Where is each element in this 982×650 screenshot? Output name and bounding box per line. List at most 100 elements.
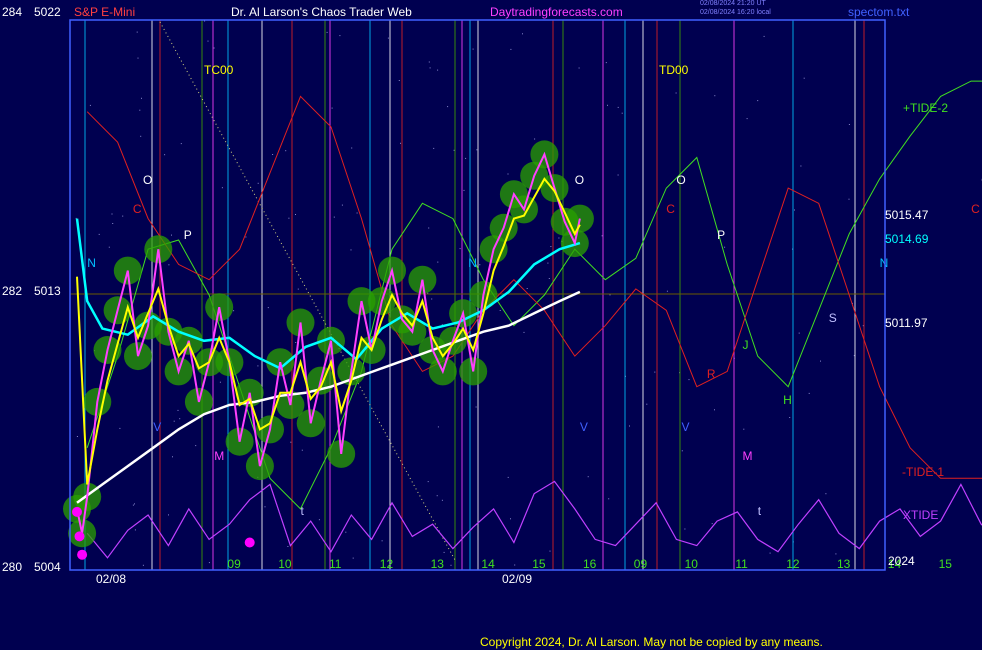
timestamp-ut: 02/08/2024 21:20 UT bbox=[700, 0, 766, 7]
star-dot bbox=[853, 355, 855, 357]
star-dot bbox=[341, 204, 343, 206]
star-dot bbox=[526, 288, 528, 289]
star-dot bbox=[433, 147, 435, 149]
star-dot bbox=[798, 332, 800, 334]
star-dot bbox=[428, 227, 430, 229]
star-dot bbox=[607, 104, 608, 106]
star-dot bbox=[140, 135, 142, 137]
ma-slow-line bbox=[76, 290, 581, 504]
marker-label: M bbox=[743, 449, 753, 463]
star-dot bbox=[510, 48, 512, 50]
star-dot bbox=[675, 92, 677, 94]
star-dot bbox=[825, 493, 827, 495]
axis-mid-b: 5013 bbox=[34, 284, 61, 298]
x-tick-label: 15 bbox=[532, 557, 546, 571]
x-tick-label: 09 bbox=[634, 557, 648, 571]
x-tick-label: 09 bbox=[227, 557, 241, 571]
star-dot bbox=[429, 67, 431, 69]
star-dot bbox=[134, 503, 135, 505]
star-dot bbox=[654, 371, 656, 373]
star-dot bbox=[714, 409, 715, 411]
star-dot bbox=[450, 564, 452, 566]
star-dot bbox=[472, 48, 474, 50]
star-dot bbox=[475, 406, 477, 408]
star-dot bbox=[548, 278, 550, 279]
star-dot bbox=[608, 498, 610, 500]
x-tick-label: 14 bbox=[481, 557, 495, 571]
star-dot bbox=[479, 264, 481, 266]
cycle-marker-label: TD00 bbox=[659, 63, 689, 77]
star-dot bbox=[132, 504, 134, 506]
marker-label: O bbox=[676, 173, 685, 187]
file-label: spectom.txt bbox=[848, 5, 910, 19]
marker-label: C bbox=[971, 202, 980, 216]
marker-label: S bbox=[829, 311, 837, 325]
x-tick-labels: 09101112131415160910111213141516 bbox=[227, 557, 952, 571]
star-dot bbox=[808, 392, 810, 394]
plot-frame bbox=[69, 19, 886, 571]
site-link[interactable]: Daytradingforecasts.com bbox=[490, 5, 623, 19]
star-dot bbox=[400, 142, 401, 144]
star-dot bbox=[437, 426, 439, 428]
star-dot bbox=[98, 233, 100, 235]
star-dot bbox=[141, 97, 142, 99]
symbol-label: S&P E-Mini bbox=[74, 5, 136, 19]
chart-title: Dr. Al Larson's Chaos Trader Web bbox=[231, 5, 412, 19]
marker-label: N bbox=[468, 256, 477, 270]
star-dot bbox=[297, 288, 299, 290]
star-dot bbox=[447, 106, 449, 108]
star-dot bbox=[666, 290, 668, 292]
star-dot bbox=[459, 248, 461, 250]
star-dot bbox=[646, 403, 648, 405]
star-dot bbox=[350, 249, 352, 251]
low-dot bbox=[74, 531, 85, 542]
star-dot bbox=[112, 223, 114, 224]
star-dot bbox=[267, 307, 269, 309]
marker-label: t bbox=[301, 504, 305, 518]
star-dot bbox=[352, 557, 354, 559]
star-dot bbox=[219, 381, 221, 383]
star-dot bbox=[522, 33, 523, 35]
star-dot bbox=[507, 173, 509, 175]
marker-label: V bbox=[153, 420, 161, 434]
star-dot bbox=[499, 310, 501, 311]
marker-label: M bbox=[214, 449, 224, 463]
star-dot bbox=[387, 37, 389, 39]
x-tick-label: 13 bbox=[431, 557, 445, 571]
series-lines bbox=[72, 151, 581, 560]
star-dot bbox=[295, 342, 297, 343]
star-dot bbox=[179, 418, 181, 420]
price-line bbox=[76, 151, 581, 534]
star-dot bbox=[820, 360, 821, 362]
star-dot bbox=[257, 182, 259, 184]
star-dot bbox=[287, 546, 289, 547]
star-dot bbox=[465, 157, 467, 159]
star-dot bbox=[295, 214, 296, 215]
x-tick-label: 11 bbox=[329, 557, 342, 571]
star-dot bbox=[523, 331, 525, 333]
star-dot bbox=[746, 118, 748, 120]
star-dot bbox=[326, 31, 328, 33]
low-dot bbox=[244, 537, 255, 548]
star-dot bbox=[134, 529, 136, 531]
star-dot bbox=[463, 189, 465, 191]
marker-label: O bbox=[575, 173, 584, 187]
star-dot bbox=[476, 149, 478, 151]
marker-label: V bbox=[682, 420, 690, 434]
star-dot bbox=[862, 325, 864, 327]
marker-label: N bbox=[880, 256, 889, 270]
star-dot bbox=[427, 292, 429, 294]
star-dot bbox=[233, 310, 235, 312]
axis-top-b: 5022 bbox=[34, 5, 61, 19]
price-label-3: 5011.97 bbox=[885, 316, 928, 330]
marker-label: P bbox=[184, 228, 192, 242]
axis-bottom-b: 5004 bbox=[34, 560, 61, 574]
star-dot bbox=[89, 104, 91, 106]
star-dot bbox=[550, 246, 552, 247]
star-dot bbox=[164, 154, 166, 156]
ma-mid-line bbox=[75, 218, 581, 370]
star-dot bbox=[290, 441, 292, 443]
star-dot bbox=[617, 106, 619, 108]
star-dot bbox=[428, 61, 430, 63]
